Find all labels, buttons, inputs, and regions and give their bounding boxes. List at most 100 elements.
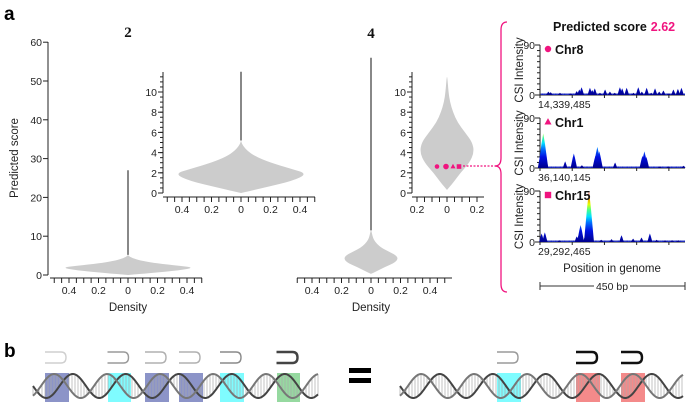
dna-diagram xyxy=(32,350,684,402)
y-tick-label: 8 xyxy=(151,107,157,119)
y-tick-label: 6 xyxy=(151,127,157,139)
violin-2-main xyxy=(65,170,191,275)
chromosome-label: Chr1 xyxy=(555,116,584,130)
genome-start-coordinate: 29,292,465 xyxy=(538,246,591,258)
csi-peak xyxy=(666,93,672,95)
x-tick-label: 0.2 xyxy=(334,285,349,297)
csi-peak xyxy=(542,232,548,242)
panel-label-b: b xyxy=(4,341,16,362)
x-tick-label: 0.2 xyxy=(393,285,408,297)
highlight-point-circle xyxy=(443,163,449,170)
y-tick-label: 10 xyxy=(30,231,42,243)
csi-peak xyxy=(548,92,553,95)
main-y-axis: 0 10 20 30 40 50 60 xyxy=(30,37,49,282)
csi-peak xyxy=(619,88,625,95)
csi-peak xyxy=(592,88,598,95)
csi-peak xyxy=(635,87,641,95)
csi-peak xyxy=(643,156,650,168)
y-tick-label: 8 xyxy=(400,107,406,119)
csi-peak xyxy=(568,93,573,95)
csi-peak xyxy=(631,92,636,95)
track-y-tick: 0 xyxy=(529,163,535,175)
position-axis-label: Position in genome xyxy=(563,263,661,275)
csi-peak xyxy=(662,240,668,242)
csi-peak xyxy=(671,89,676,95)
y-tick-label: 0 xyxy=(151,188,157,200)
y-tick-label: 60 xyxy=(30,37,42,49)
csi-peak xyxy=(570,153,578,168)
x-tick-label: 0.4 xyxy=(305,285,320,297)
violin-body xyxy=(420,76,474,190)
highlight-point-circle xyxy=(434,164,440,169)
csi-peak xyxy=(541,154,549,168)
csi-peak xyxy=(675,88,681,95)
csi-peak xyxy=(644,87,650,95)
x-tick-label: 0 xyxy=(444,204,450,216)
csi-intensity-label: CSI Intensity xyxy=(514,184,526,249)
x-tick-label: 0 xyxy=(125,285,131,297)
csi-peak xyxy=(676,240,681,242)
csi-peak xyxy=(607,91,613,95)
csi-peak xyxy=(602,89,608,95)
chr-marker-square xyxy=(544,191,552,199)
dna-strand xyxy=(399,372,684,399)
main-x-axis-2: 0.4 0.2 0 0.2 0.4 xyxy=(50,277,203,297)
violin-body xyxy=(178,140,304,193)
predicted-score-label: Predicted score xyxy=(553,20,647,34)
panel-label-a: a xyxy=(4,4,15,25)
x-tick-label: 0.4 xyxy=(62,285,77,297)
y-tick-label: 4 xyxy=(151,148,157,160)
csi-peak xyxy=(639,91,645,95)
binding-bracket-icon xyxy=(497,351,519,364)
csi-peak xyxy=(657,166,663,168)
csi-peak xyxy=(639,237,644,242)
y-tick-label: 40 xyxy=(30,115,42,127)
csi-intensity-label: CSI Intensity xyxy=(514,110,526,175)
track-y-tick: 90 xyxy=(523,40,535,52)
chr-marker-triangle xyxy=(544,118,552,125)
x-tick-label: 0.4 xyxy=(180,285,195,297)
csi-peak xyxy=(647,233,653,242)
csi-peak xyxy=(599,239,604,242)
y-tick-label: 50 xyxy=(30,76,42,88)
highlight-point-triangle xyxy=(450,163,456,169)
scale-bar-label: 450 bp xyxy=(596,281,628,293)
binding-bracket-icon xyxy=(107,351,130,364)
y-axis-label: Predicted score xyxy=(9,118,21,198)
y-tick-label: 2 xyxy=(400,168,406,180)
genome-start-coordinate: 36,140,145 xyxy=(538,172,591,184)
highlight-point-square xyxy=(456,164,462,169)
x-tick-label: 0.2 xyxy=(91,285,106,297)
y-tick-label: 30 xyxy=(30,154,42,166)
csi-peak xyxy=(577,225,585,242)
binding-bracket-icon xyxy=(621,350,644,365)
csi-peak xyxy=(648,92,654,95)
inset-y-axis-2: 0 2 4 6 8 10 xyxy=(145,72,164,200)
chr-marker-circle xyxy=(544,45,552,53)
csi-peak xyxy=(579,87,584,95)
x-tick-label: 0.4 xyxy=(423,285,438,297)
binding-bracket-icon xyxy=(220,351,242,364)
csi-peak xyxy=(612,162,618,168)
binding-bracket-icon xyxy=(576,350,599,365)
violin-4-inset xyxy=(420,76,474,190)
equals-sign xyxy=(349,368,371,383)
csi-peak xyxy=(595,151,603,168)
x-tick-label: 0.2 xyxy=(470,204,485,216)
x-tick-label: 0.2 xyxy=(263,204,278,216)
violin-title-2: 2 xyxy=(124,25,132,41)
violin-4-main xyxy=(344,57,398,274)
violin-body xyxy=(344,230,398,274)
csi-peak xyxy=(654,239,659,242)
x-axis-label-2: Density xyxy=(109,302,148,314)
x-tick-label: 0 xyxy=(368,285,374,297)
csi-peak xyxy=(657,91,662,95)
x-axis-label-4: Density xyxy=(352,302,391,314)
violin-title-4: 4 xyxy=(367,26,375,42)
csi-peak xyxy=(557,92,563,95)
x-tick-label: 0.2 xyxy=(204,204,219,216)
x-tick-label: 0.2 xyxy=(410,204,425,216)
